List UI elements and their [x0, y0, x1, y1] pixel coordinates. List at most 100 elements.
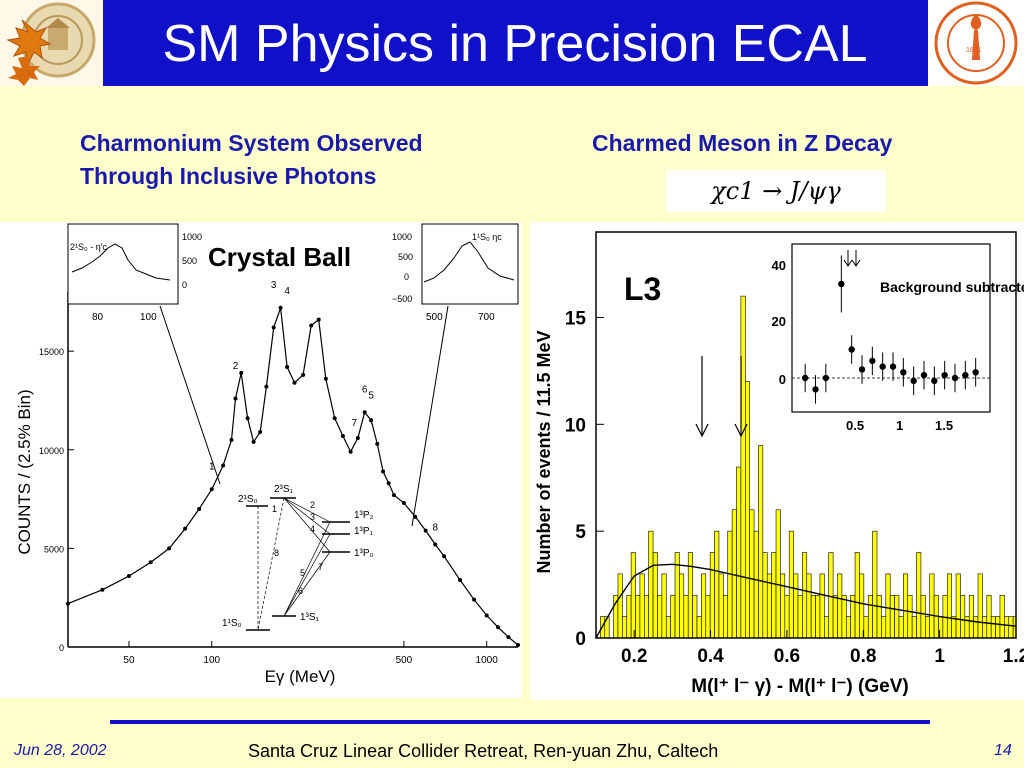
seal-year: 1891 [966, 47, 982, 54]
l3-histogram-bar [679, 573, 685, 639]
l3-histogram-bar [929, 573, 935, 639]
l3-inset-point [869, 357, 876, 365]
l3-inset-point [801, 374, 809, 382]
l3-inset-xtick-2: 1.5 [935, 418, 953, 433]
l3-histogram-bar [771, 552, 777, 639]
l3-x-tick-label: 1.2 [1003, 646, 1024, 667]
cb-level-diagram: 2¹S₀ 2³S₁ 1³P₂ 1³P₁ 1³P₀ 1¹S₀ 1³S₁ 1 2 3… [222, 484, 374, 631]
l3-histogram-bar [665, 616, 671, 639]
cb-data-point [197, 506, 202, 511]
cb-data-point [484, 613, 489, 618]
l3-inset-point [858, 366, 866, 373]
l3-histogram-bar [990, 616, 996, 639]
l3-histogram-bar [1008, 616, 1014, 639]
footer-divider [110, 720, 930, 724]
l3-y-tick-label: 0 [575, 629, 586, 650]
l3-histogram-bar [867, 594, 873, 639]
cb-data-point [301, 372, 306, 377]
l3-x-tick-label: 0.8 [850, 646, 876, 667]
cb-x-tick-label: 500 [396, 655, 413, 666]
l3-x-tick-label: 0.6 [774, 646, 800, 667]
cb-data-point [209, 487, 214, 492]
l3-histogram-bar [863, 616, 869, 639]
l3-inset: Background subtracted 0.5 1 1.5 0 20 40 [772, 243, 1024, 433]
l3-histogram-bar [639, 573, 645, 639]
level-state-4: 1³P₀ [354, 548, 374, 559]
cb-data-point [229, 437, 234, 442]
l3-histogram-bar [960, 594, 966, 639]
cb-data-point [401, 501, 406, 506]
cb-data-point [423, 528, 428, 533]
l3-histogram-bar [648, 530, 654, 639]
cb-data-point [386, 481, 391, 486]
l3-histogram-bar [973, 616, 979, 639]
l3-histogram-bar [709, 552, 715, 639]
l3-inset-point [931, 377, 938, 385]
cb-data-point [100, 587, 105, 592]
l3-histogram-bar [885, 573, 891, 639]
l3-inset-point [822, 374, 830, 382]
cb-data-point [278, 305, 283, 310]
l3-frame [595, 231, 1017, 639]
l3-x-tick-label: 0.2 [621, 646, 647, 667]
cb-inset-left-ytick-0: 1000 [182, 232, 202, 242]
l3-histogram-bar [1004, 616, 1010, 639]
level-transition-8: 8 [274, 548, 279, 558]
l3-histogram-bar [758, 445, 764, 639]
l3-histogram-bar [907, 594, 913, 639]
l3-inset-ytick-1: 20 [772, 314, 786, 329]
l3-histogram-bar [815, 594, 821, 639]
cb-spectrum-line [67, 307, 519, 646]
cb-data-point [285, 364, 290, 369]
l3-histogram-bar [718, 573, 724, 639]
cb-data-point [126, 574, 131, 578]
l3-histogram-bar [630, 552, 636, 639]
l3-histogram-bar [982, 616, 988, 639]
l3-histogram-bar [744, 381, 750, 639]
cb-data-point [183, 526, 188, 531]
l3-histogram-bar [701, 573, 707, 639]
cb-inset-right-label: 1¹S₀ ηc [472, 232, 502, 242]
l3-inset-point [910, 377, 917, 385]
l3-histogram-bar [705, 594, 711, 639]
right-logo: 1891 [928, 0, 1024, 86]
cb-y-tick-label: 0 [59, 643, 64, 653]
l3-inset-point [848, 346, 855, 353]
l3-histogram-bar [951, 616, 957, 639]
l3-histogram-bar [775, 509, 781, 639]
cb-data-point [348, 449, 353, 454]
cb-data-point [506, 635, 511, 640]
l3-histogram-bar [819, 573, 825, 639]
l3-histogram-bar [788, 530, 794, 639]
cb-data-point [148, 560, 153, 565]
l3-inset-point [812, 386, 819, 393]
l3-x-tick-label: 1 [934, 646, 945, 667]
cb-data-point [316, 317, 321, 322]
cb-data-point [245, 416, 250, 421]
l3-histogram-bar [845, 616, 851, 639]
l3-histogram-bar [920, 594, 926, 639]
l3-experiment-label: L3 [624, 271, 661, 307]
left-subtitle-line1: Charmonium System Observed [80, 130, 423, 156]
cb-data-point [167, 546, 172, 551]
cb-y-tick-label: 5000 [44, 544, 64, 554]
footer-date: Jun 28, 2002 [14, 742, 107, 759]
cb-x-tick-label: 100 [203, 655, 220, 666]
l3-y-tick-label: 10 [565, 415, 586, 436]
l3-histogram-bar [749, 509, 755, 639]
l3-histogram-bar [670, 594, 676, 639]
cb-data-point [66, 601, 70, 606]
l3-histogram-bar [894, 594, 900, 639]
l3-histogram-bar [854, 552, 860, 639]
cb-data-point [309, 323, 314, 328]
l3-histogram-bar [714, 530, 720, 639]
l3-inset-point [920, 371, 928, 379]
level-state-3: 1³P₁ [354, 526, 374, 537]
cb-inset-left-arrow [159, 305, 221, 485]
l3-histogram-bar [986, 594, 992, 639]
cb-data-point [391, 493, 396, 498]
cb-peak-label: 8 [432, 523, 438, 534]
l3-histogram-bar [828, 552, 834, 639]
cb-inset-left-ytick-2: 0 [182, 280, 187, 290]
